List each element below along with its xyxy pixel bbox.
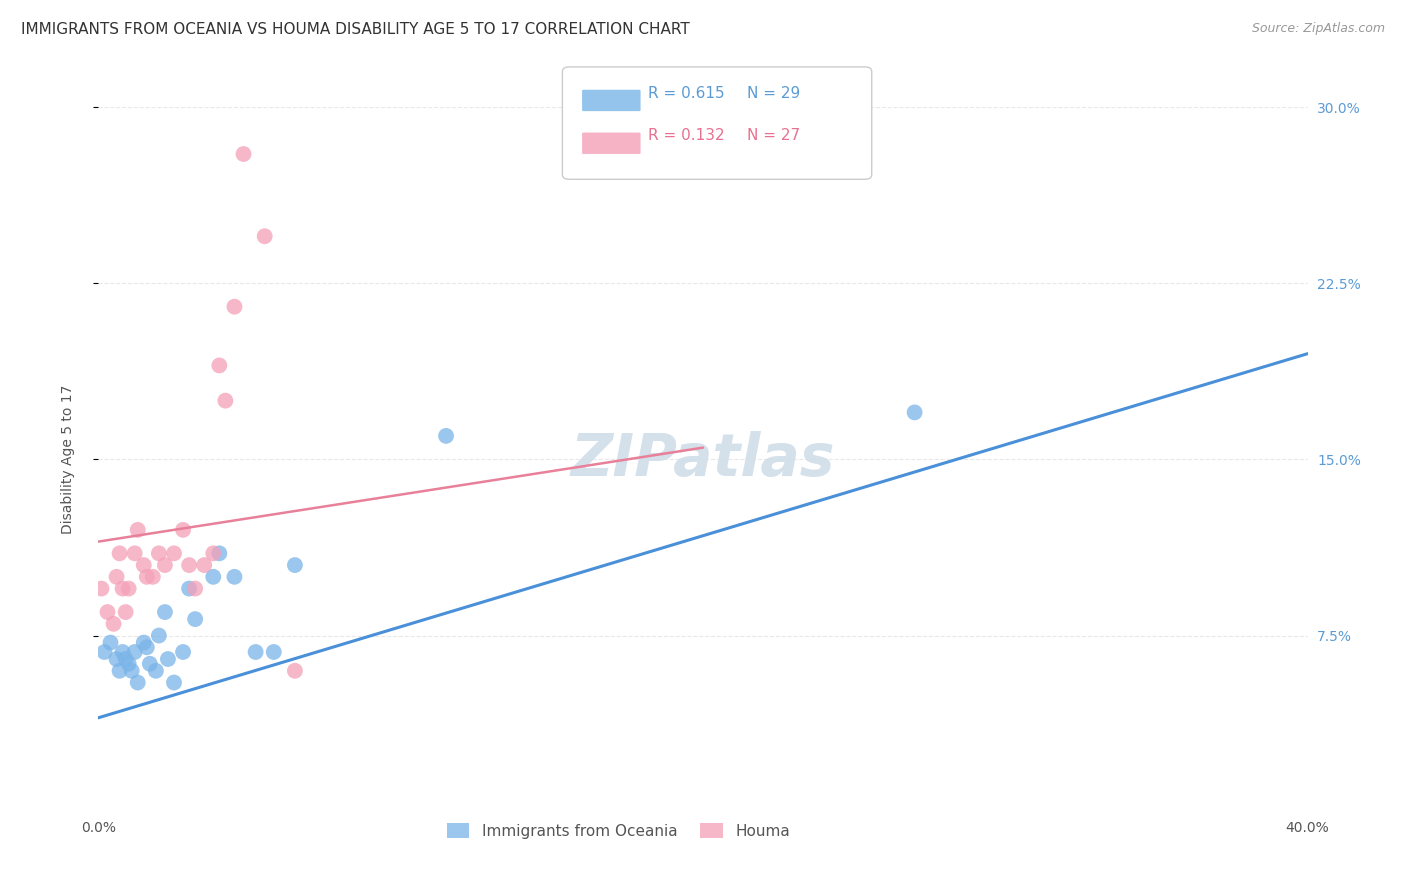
Point [156,652,179,666]
Point [127,675,149,690]
Point [179,558,201,573]
Y-axis label: Disability Age 5 to 17: Disability Age 5 to 17 [60,384,75,534]
Point [142,570,165,584]
Point [263,645,285,659]
Point [100,635,122,649]
Point [434,429,457,443]
Point [105,570,128,584]
Point [90,582,112,596]
Point [163,675,186,690]
Point [202,546,225,560]
Point [193,558,215,573]
Point [111,645,134,659]
Point [232,147,254,161]
Point [124,645,146,659]
Point [153,558,176,573]
Text: N = 29: N = 29 [747,86,800,101]
Point [118,657,141,671]
Text: Source: ZipAtlas.com: Source: ZipAtlas.com [1251,22,1385,36]
Point [135,570,157,584]
Point [108,546,131,560]
Point [114,652,136,666]
Point [132,635,155,649]
Point [127,523,149,537]
Point [224,300,246,314]
Point [124,546,146,560]
Point [111,582,134,596]
Point [253,229,276,244]
Point [284,664,307,678]
Text: R = 0.132: R = 0.132 [648,128,725,144]
Point [103,616,125,631]
Point [904,405,927,419]
Point [118,582,141,596]
Point [132,558,155,573]
Point [148,546,170,560]
Point [184,612,207,626]
Point [114,605,136,619]
Point [208,546,231,560]
Point [105,652,128,666]
Text: IMMIGRANTS FROM OCEANIA VS HOUMA DISABILITY AGE 5 TO 17 CORRELATION CHART: IMMIGRANTS FROM OCEANIA VS HOUMA DISABIL… [21,22,690,37]
Point [245,645,267,659]
Point [172,645,194,659]
Point [284,558,307,573]
Point [153,605,176,619]
Point [163,546,186,560]
Text: N = 27: N = 27 [747,128,800,144]
Text: R = 0.615: R = 0.615 [648,86,725,101]
Point [208,359,231,373]
Point [179,582,201,596]
Point [214,393,236,408]
Point [184,582,207,596]
Point [145,664,167,678]
Legend: Immigrants from Oceania, Houma: Immigrants from Oceania, Houma [439,815,797,847]
Point [202,570,225,584]
Point [135,640,157,655]
Point [172,523,194,537]
Point [121,664,143,678]
Point [93,645,115,659]
Point [108,664,131,678]
Text: ZIPatlas: ZIPatlas [571,431,835,488]
Point [224,570,246,584]
Point [96,605,118,619]
Point [148,628,170,642]
Point [139,657,162,671]
